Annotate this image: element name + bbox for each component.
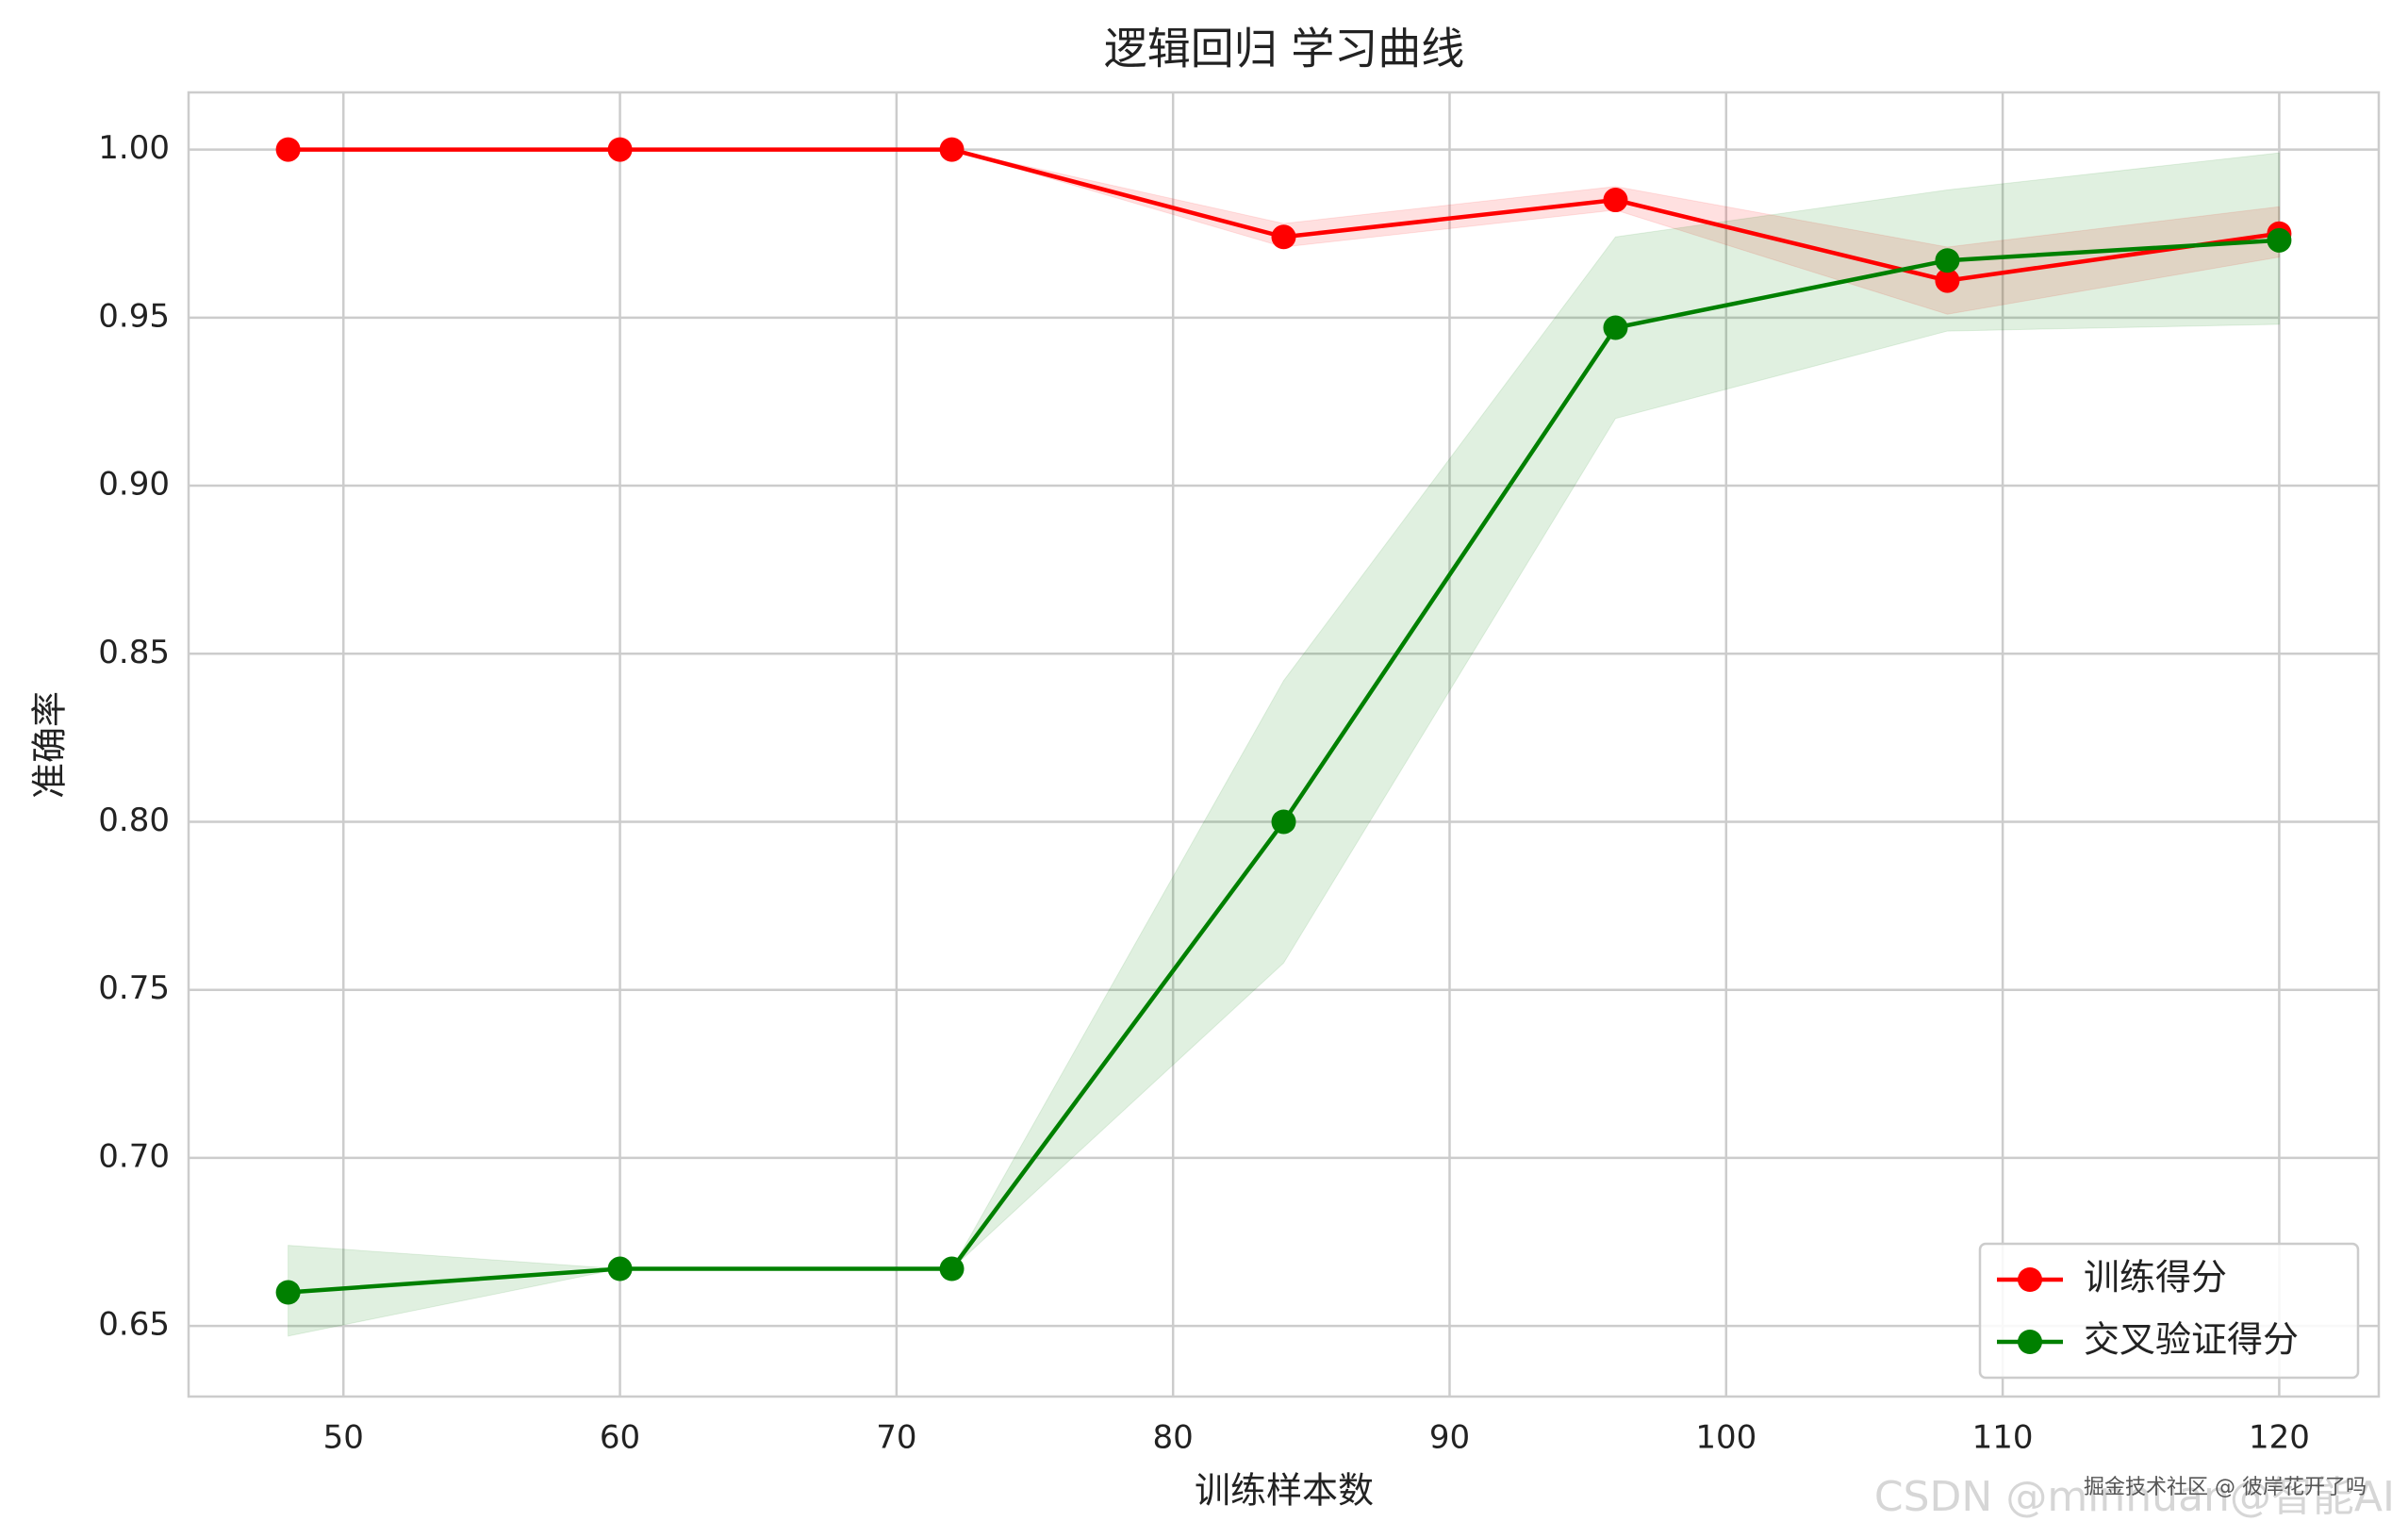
point	[607, 137, 633, 162]
x-tick-label: 70	[876, 1419, 916, 1457]
y-tick-label: 0.90	[98, 466, 170, 504]
point	[939, 1256, 965, 1282]
point	[1935, 268, 1960, 293]
point	[1935, 248, 1960, 273]
legend-label: 训练得分	[2084, 1257, 2227, 1298]
legend-marker	[2018, 1267, 2042, 1292]
x-tick-label: 100	[1695, 1419, 1757, 1457]
legend-marker	[2018, 1330, 2042, 1354]
point	[939, 137, 965, 162]
x-tick-label: 80	[1153, 1419, 1194, 1457]
legend-label: 交叉验证得分	[2084, 1319, 2299, 1361]
x-axis-label: 训练样本数	[1195, 1470, 1374, 1512]
watermark: CSDN @minhuan@智能AI	[1874, 1473, 2395, 1521]
y-axis-label: 准确率	[29, 691, 71, 799]
y-tick-label: 0.75	[98, 969, 170, 1007]
point	[275, 1280, 301, 1305]
x-tick-label: 60	[600, 1419, 640, 1457]
y-tick-label: 0.70	[98, 1137, 170, 1175]
y-tick-label: 0.80	[98, 802, 170, 839]
y-tick-label: 0.95	[98, 297, 170, 335]
point	[1271, 809, 1296, 835]
x-tick-label: 90	[1429, 1419, 1470, 1457]
plot-frame	[187, 91, 2381, 1398]
point	[2267, 227, 2292, 253]
x-tick-label: 50	[323, 1419, 364, 1457]
y-tick-label: 1.00	[98, 129, 170, 167]
watermark: 掘金技术社区 @ 彼岸花开了吗	[2084, 1476, 2367, 1499]
point	[275, 137, 301, 162]
y-tick-label: 0.65	[98, 1306, 170, 1344]
chart-title: 逻辑回归 学习曲线	[1104, 24, 1465, 74]
x-tick-label: 120	[2249, 1419, 2310, 1457]
x-tick-label: 110	[1972, 1419, 2034, 1457]
y-tick-label: 0.85	[98, 634, 170, 671]
point	[607, 1256, 633, 1282]
point	[1271, 224, 1296, 250]
point	[1603, 188, 1628, 213]
legend-box	[1978, 1242, 2360, 1380]
point	[1603, 315, 1628, 340]
